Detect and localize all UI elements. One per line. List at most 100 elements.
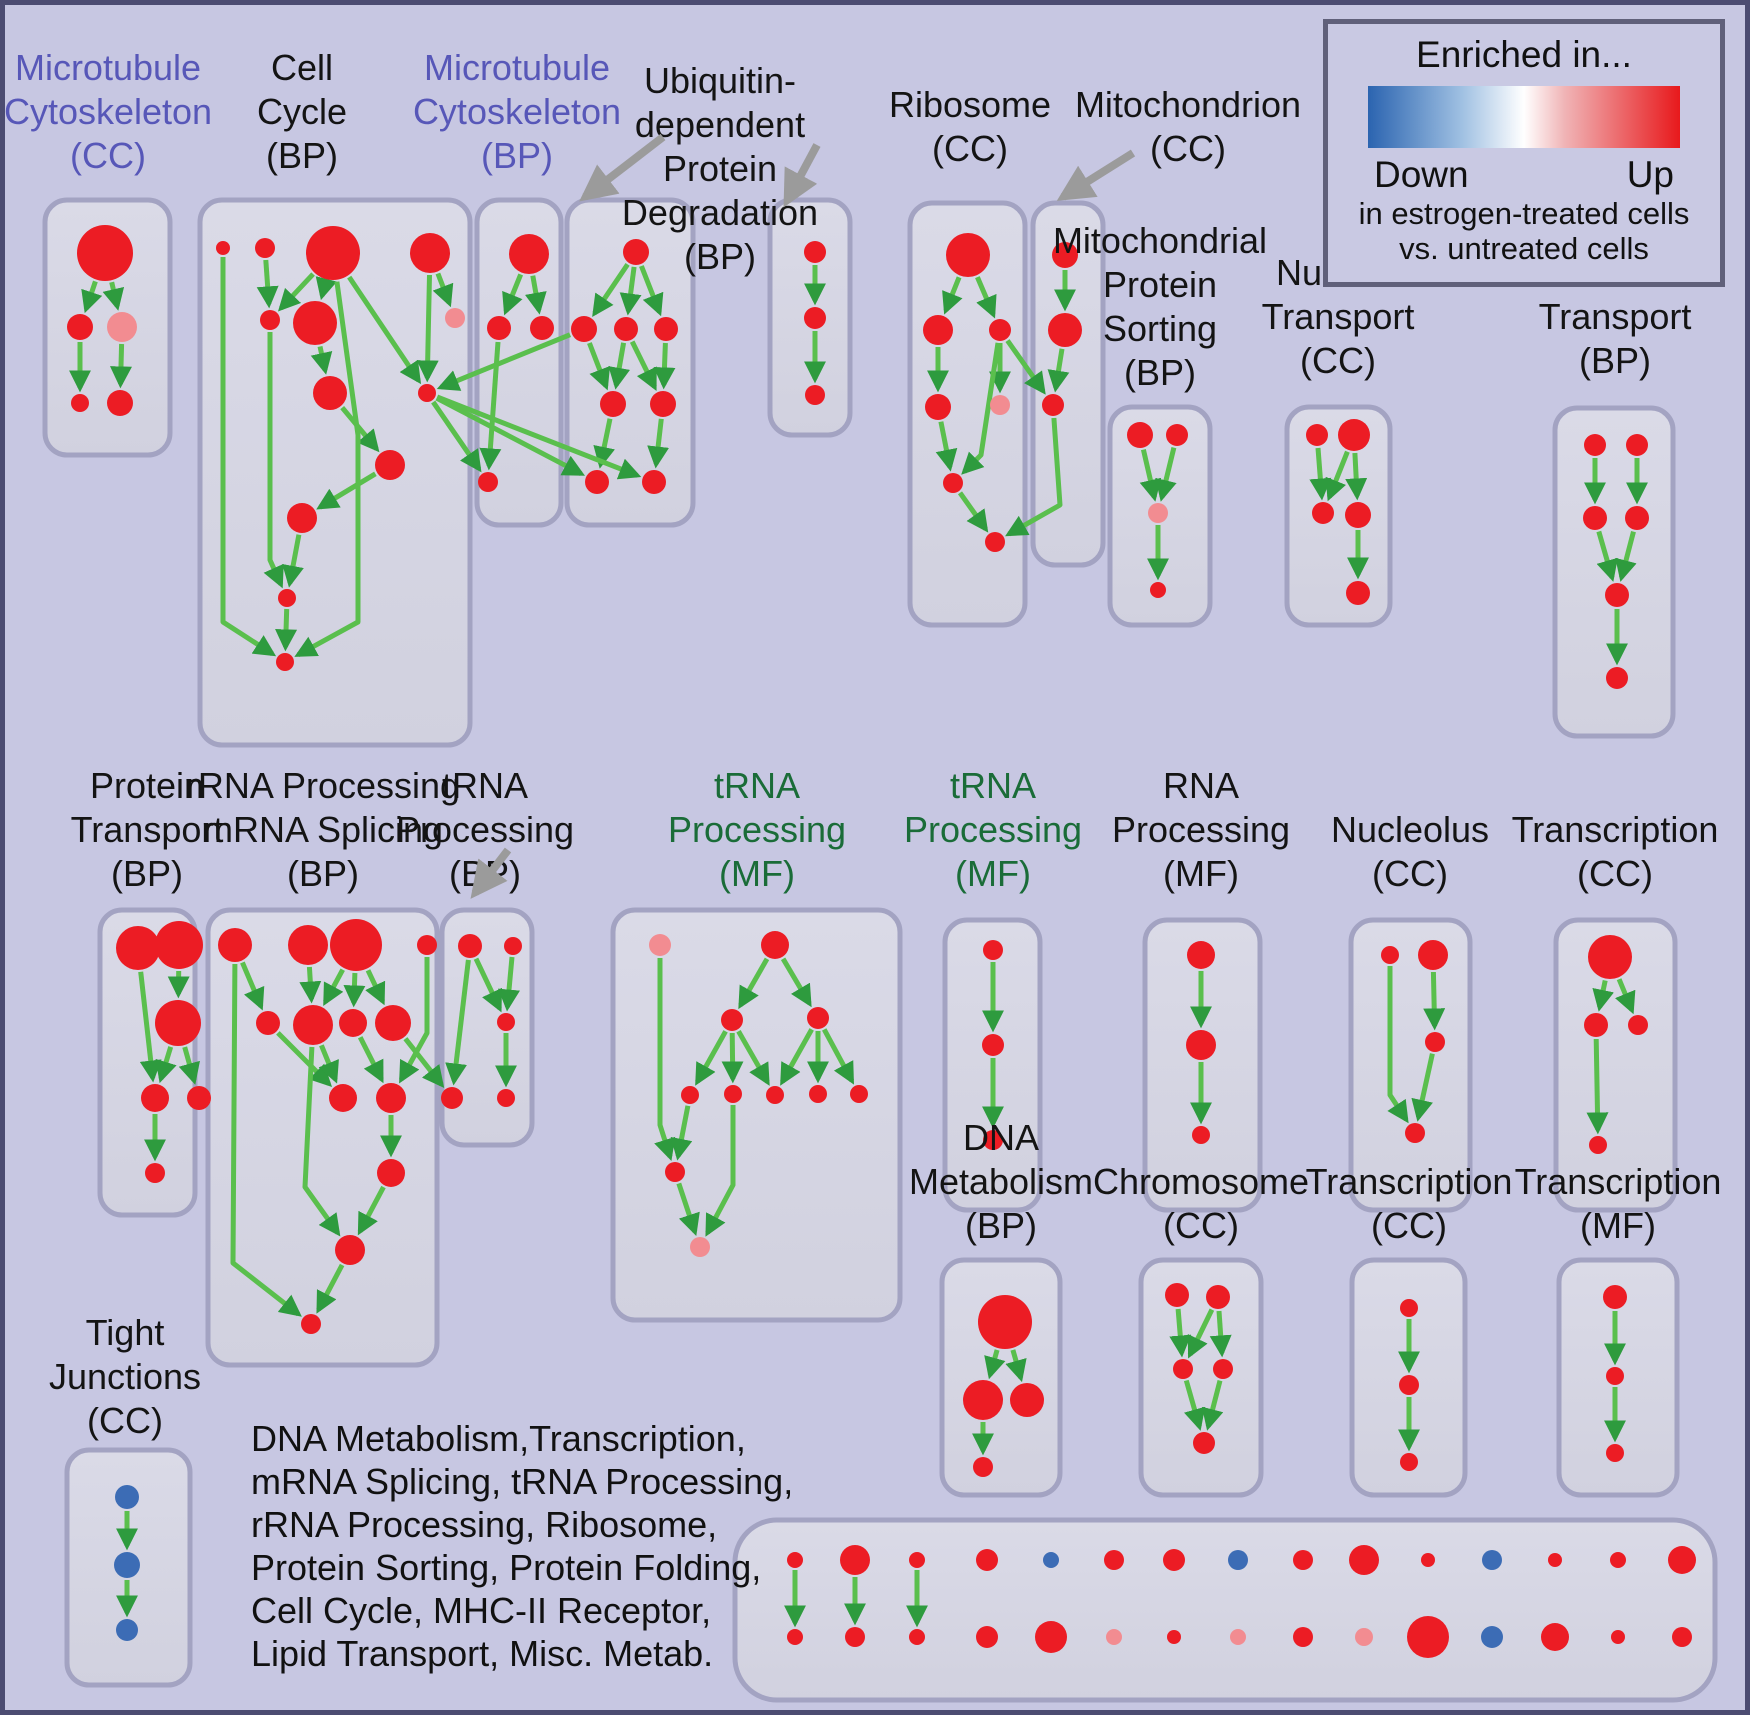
- transcription-mf-node-2: [1606, 1444, 1624, 1462]
- chromosome-node-4: [1193, 1432, 1215, 1454]
- protein-transport-edge-2-3: [155, 1046, 177, 1084]
- ribosome-node-0: [946, 233, 990, 277]
- protein-transport-node-2: [155, 1000, 201, 1046]
- trna-mf-small-label: tRNA: [950, 765, 1036, 806]
- trna-mf-large-node-4: [681, 1086, 699, 1104]
- cell-cycle-node-10: [287, 503, 317, 533]
- cell-cycle-edge-2-8: [347, 275, 422, 385]
- rrna-node-12: [301, 1314, 321, 1334]
- ubiquitin-a-node-5: [650, 391, 676, 417]
- ribosome-node-2: [989, 319, 1011, 341]
- rrna-node-7: [375, 1005, 411, 1041]
- rna-processing-mf-node-1: [1186, 1030, 1216, 1060]
- cell-cycle-edge-0-12: [220, 257, 277, 657]
- cell-cycle-node-0: [216, 241, 230, 255]
- chromosome-box: [1138, 1257, 1264, 1498]
- cell-cycle-edge-2-12: [294, 281, 361, 657]
- nuclear-transport-label: (CC): [1300, 340, 1376, 381]
- cell-cycle-edge-2-4: [277, 272, 315, 312]
- transcription-cc-upper-box: [1553, 917, 1678, 1213]
- mitochondrion-node-2: [1042, 394, 1064, 416]
- protein-transport-node-1: [155, 921, 203, 969]
- mito-sorting-label: Mitochondrial: [1053, 220, 1267, 261]
- trna-bp-node-0: [458, 934, 482, 958]
- rrna-edge-10-11: [357, 1185, 386, 1236]
- trna-mf-large-edge-0-9: [654, 958, 676, 1161]
- ubiquitin-a-edge-0-3: [639, 265, 664, 317]
- trna-mf-small-label: (MF): [955, 853, 1031, 894]
- rrna-edge-3-9: [399, 957, 430, 1084]
- mixed-terms-node-17: [909, 1629, 925, 1645]
- rrna-label: mRNA Splicing: [203, 809, 443, 850]
- ubiquitin-a-node-6: [585, 470, 609, 494]
- cross-edge-cell-cycle-to-ubiquitin-a: [435, 395, 585, 476]
- mito-sorting-label: (BP): [1124, 352, 1196, 393]
- trna-mf-large-label: (MF): [719, 853, 795, 894]
- trna-mf-large-node-1: [761, 931, 789, 959]
- microtubule-cc-node-3: [71, 394, 89, 412]
- transcription-cc-upper-edge-1-3: [1586, 1038, 1609, 1135]
- legend-subtitle-line2: vs. untreated cells: [1399, 231, 1649, 266]
- ubiquitin-a-edge-2-4: [608, 342, 631, 390]
- mito-sorting-node-2: [1148, 503, 1168, 523]
- nodes: [67, 225, 1696, 1658]
- rrna-box: [205, 907, 440, 1368]
- footnote-line: Protein Sorting, Protein Folding,: [251, 1547, 762, 1588]
- legend-down-label: Down: [1374, 154, 1469, 195]
- mixed-terms-node-14: [1668, 1546, 1696, 1574]
- rrna-node-10: [377, 1159, 405, 1187]
- trna-mf-small-node-0: [983, 940, 1003, 960]
- protein-transport-node-0: [116, 926, 160, 970]
- nuclear-transport-node-0: [1306, 424, 1328, 446]
- mitochondrion-label: Mitochondrion: [1075, 84, 1301, 125]
- mixed-terms-node-24: [1355, 1628, 1373, 1646]
- cell-cycle-node-3: [410, 233, 450, 273]
- transcription-cc-upper-label: Transcription: [1512, 809, 1719, 850]
- ribosome-node-3: [925, 394, 951, 420]
- chromosome-edge-1-3: [1209, 1310, 1232, 1358]
- cell-cycle-edge-4-11: [263, 332, 284, 589]
- tight-junctions-node-0: [115, 1485, 139, 1509]
- cell-cycle-label: Cycle: [257, 91, 347, 132]
- dna-metabolism-edge-0-2: [1005, 1349, 1027, 1383]
- mito-sorting-edge-1-2: [1155, 447, 1177, 502]
- tight-junctions-node-1: [114, 1552, 140, 1578]
- cell-cycle-node-7: [445, 308, 465, 328]
- rna-transport-node-4: [1605, 583, 1629, 607]
- rrna-label: rRNA Processing: [186, 765, 460, 806]
- dna-metabolism-edge-0-1: [984, 1349, 1006, 1380]
- trna-mf-large-node-7: [809, 1085, 827, 1103]
- microtubule-bp-edge-0-1: [502, 273, 524, 316]
- cell-cycle-node-8: [418, 384, 436, 402]
- protein-transport-node-4: [187, 1086, 211, 1110]
- nucleolus-node-0: [1381, 946, 1399, 964]
- trna-bp-edge-0-3: [445, 959, 471, 1086]
- chromosome-edge-1-2: [1187, 1308, 1215, 1359]
- trna-mf-large-edge-4-9: [670, 1105, 693, 1161]
- trna-mf-large-edge-2-4: [695, 1030, 728, 1086]
- transcription-cc-lower-node-0: [1400, 1299, 1418, 1317]
- rrna-edge-6-9: [357, 1036, 384, 1084]
- mixed-terms-node-20: [1106, 1629, 1122, 1645]
- cross-edge-cell-cycle-to-microtubule-bp: [431, 400, 482, 473]
- mito-sorting-node-3: [1150, 582, 1166, 598]
- nuclear-transport-node-3: [1345, 502, 1371, 528]
- rrna-node-5: [293, 1005, 333, 1045]
- dna-metabolism-node-3: [973, 1457, 993, 1477]
- rna-processing-mf-node-0: [1187, 941, 1215, 969]
- nuclear-transport-edge-0-2: [1309, 447, 1332, 501]
- microtubule-cc-label: Cytoskeleton: [5, 91, 212, 132]
- rna-processing-mf-label: (MF): [1163, 853, 1239, 894]
- dna-metabolism-node-0: [978, 1295, 1032, 1349]
- nucleolus-node-3: [1405, 1123, 1425, 1143]
- protein-transport-edge-2-4: [178, 1046, 200, 1085]
- trna-mf-small-node-1: [982, 1034, 1004, 1056]
- trna-mf-large-label: Processing: [668, 809, 846, 850]
- cell-cycle-edge-3-7: [432, 272, 454, 308]
- legend-up-label: Up: [1626, 154, 1674, 195]
- trna-bp-node-3: [441, 1087, 463, 1109]
- microtubule-cc-label: (CC): [70, 135, 146, 176]
- trna-bp-node-1: [504, 937, 522, 955]
- nuclear-transport-label: Transport: [1262, 296, 1415, 337]
- rna-transport-node-5: [1606, 667, 1628, 689]
